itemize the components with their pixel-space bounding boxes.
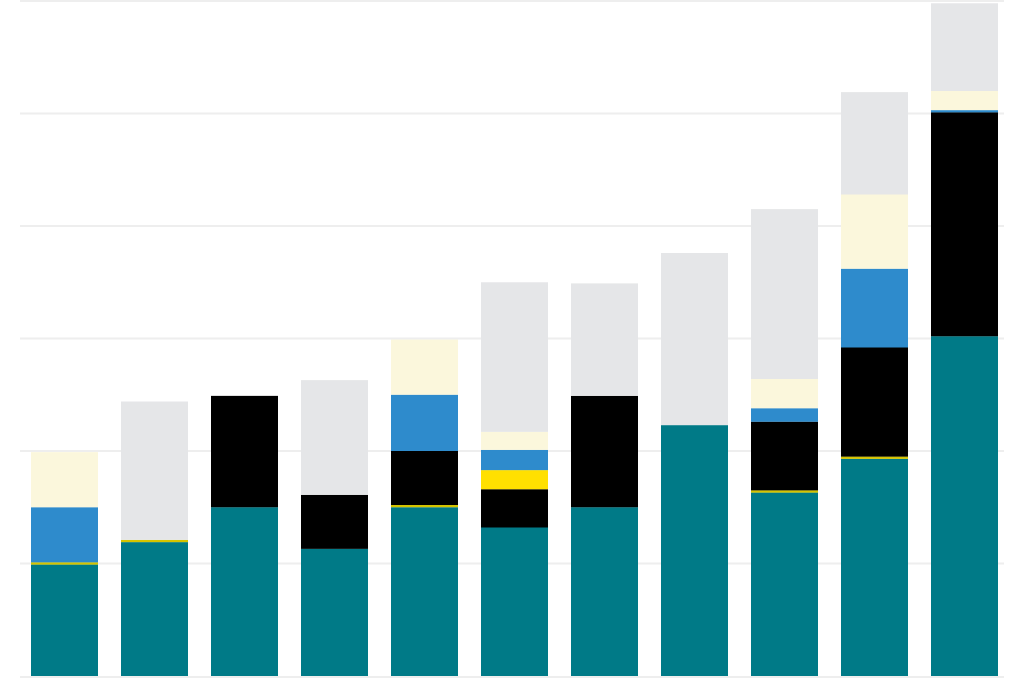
bar-segment-9-series-2 (751, 490, 818, 493)
bar-segment-5-series-2 (391, 505, 458, 508)
bar-segment-7-series-3 (571, 395, 638, 508)
bars (31, 3, 998, 676)
bar-stack-9 (751, 209, 818, 676)
bar-stack-10 (841, 92, 908, 676)
bar-segment-10-series-6 (841, 194, 908, 269)
bar-segment-9-series-5 (751, 408, 818, 422)
bar-stack-3 (211, 395, 278, 676)
bar-segment-6-series-6 (481, 431, 548, 450)
bar-stack-11 (931, 3, 998, 676)
bar-segment-9-series-3 (751, 421, 818, 491)
bar-stack-8 (661, 253, 728, 676)
bar-stack-4 (301, 380, 368, 676)
bar-segment-5-series-1 (391, 507, 458, 676)
bar-segment-10-series-3 (841, 347, 908, 457)
bar-segment-5-series-5 (391, 394, 458, 451)
bar-segment-1-series-5 (31, 507, 98, 563)
bar-segment-11-series-7 (931, 3, 998, 91)
bar-segment-10-series-7 (841, 92, 908, 195)
bar-segment-2-series-2 (121, 539, 188, 543)
bar-segment-11-series-3 (931, 112, 998, 337)
bar-segment-9-series-6 (751, 379, 818, 409)
bar-segment-11-series-5 (931, 110, 998, 113)
bar-segment-4-series-1 (301, 548, 368, 676)
bar-segment-5-series-6 (391, 339, 458, 395)
bar-segment-10-series-2 (841, 456, 908, 459)
bar-segment-9-series-7 (751, 209, 818, 379)
bar-segment-2-series-1 (121, 542, 188, 676)
bar-segment-1-series-6 (31, 452, 98, 508)
bar-segment-6-series-3 (481, 489, 548, 528)
bar-segment-11-series-6 (931, 91, 998, 111)
bar-segment-11-series-1 (931, 336, 998, 676)
bar-segment-10-series-5 (841, 268, 908, 348)
bar-segment-2-series-7 (121, 401, 188, 540)
bar-stack-6 (481, 282, 548, 676)
bar-segment-6-series-7 (481, 282, 548, 432)
bar-segment-7-series-1 (571, 507, 638, 676)
bar-segment-8-series-1 (661, 425, 728, 676)
bar-segment-3-series-3 (211, 395, 278, 508)
bar-segment-9-series-1 (751, 492, 818, 676)
bar-segment-8-series-7 (661, 253, 728, 426)
bar-segment-4-series-3 (301, 494, 368, 549)
bar-segment-1-series-1 (31, 564, 98, 676)
bar-segment-4-series-7 (301, 380, 368, 495)
bar-segment-6-series-1 (481, 527, 548, 676)
bar-segment-6-series-5 (481, 449, 548, 471)
bar-segment-6-series-4 (481, 470, 548, 490)
bar-segment-5-series-3 (391, 451, 458, 505)
bar-segment-10-series-1 (841, 458, 908, 676)
bar-segment-7-series-7 (571, 283, 638, 396)
bar-stack-5 (391, 339, 458, 676)
bar-stack-2 (121, 401, 188, 676)
bar-stack-1 (31, 452, 98, 676)
bar-segment-3-series-1 (211, 507, 278, 676)
bar-segment-1-series-2 (31, 562, 98, 565)
bar-stack-7 (571, 283, 638, 676)
